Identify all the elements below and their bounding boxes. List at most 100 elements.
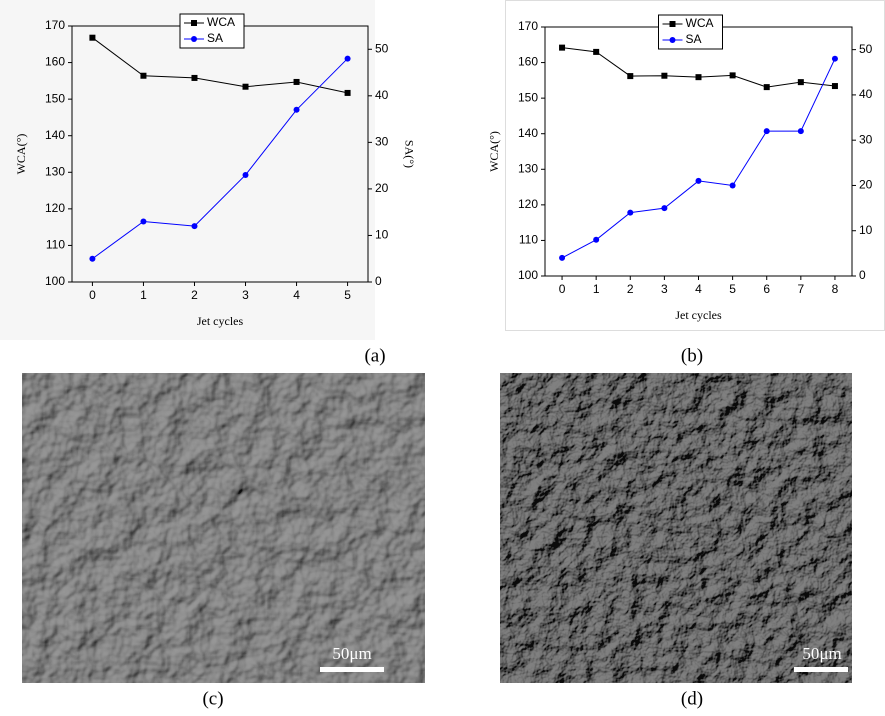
y-tick-label: 130 [518,161,538,175]
y2-tick-label: 0 [375,274,382,288]
marker [831,83,838,90]
x-tick-label: 1 [593,282,600,296]
x-tick-label: 0 [559,282,566,296]
marker [695,74,702,81]
marker [293,78,300,85]
scale-bar [320,667,384,672]
x-tick-label: 2 [191,288,198,302]
scale-bar-label: 50μm [332,644,371,663]
y2-tick-label: 50 [375,41,389,55]
y-tick-label: 120 [45,201,65,215]
legend-label: WCA [207,15,235,29]
x-tick-label: 4 [695,282,702,296]
y-tick-label: 150 [518,90,538,104]
y-tick-label: 170 [518,19,538,33]
x-tick-label: 2 [627,282,634,296]
y2-tick-label: 40 [375,88,389,102]
marker [140,72,147,79]
marker [729,182,736,189]
x-tick-label: 5 [344,288,351,302]
marker [627,209,634,216]
y2-tick-label: 10 [859,223,873,237]
legend-marker [669,37,676,43]
legend-marker [191,36,197,42]
x-tick-label: 4 [293,288,300,302]
sem-image [22,373,425,683]
y2-tick-label: 0 [859,268,866,282]
marker [661,205,668,212]
marker [729,72,736,79]
x-tick-label: 7 [797,282,804,296]
panel-label: (b) [681,345,703,366]
marker [344,89,351,96]
marker [797,128,804,135]
y-tick-label: 110 [46,238,65,252]
marker [242,83,249,90]
y-axis-label: WCA(°) [487,131,501,172]
marker [191,223,198,230]
x-tick-label: 8 [832,282,839,296]
marker [627,73,634,80]
marker [593,236,600,243]
y2-tick-label: 10 [375,228,389,242]
marker [763,84,770,91]
y-tick-label: 160 [518,55,538,69]
y2-tick-label: 30 [375,135,389,149]
marker [831,55,838,62]
legend-box [179,13,245,49]
sem-image [500,373,852,683]
panel-label: (d) [681,688,703,709]
panel-label: (a) [364,345,385,366]
marker [797,79,804,86]
x-axis-label: Jet cycles [675,308,722,322]
marker [763,128,770,135]
legend-label: WCA [686,16,714,30]
series-line [92,37,348,94]
marker [191,74,198,81]
y-tick-label: 100 [518,268,538,282]
panel-label: (c) [202,688,223,709]
y-tick-label: 120 [518,197,538,211]
panel-background [0,0,375,340]
x-tick-label: 3 [661,282,668,296]
marker [559,254,566,261]
marker [593,48,600,55]
y-tick-label: 110 [519,233,538,247]
y2-tick-label: 50 [859,42,873,56]
marker [695,177,702,184]
x-tick-label: 1 [140,288,147,302]
x-tick-label: 0 [89,288,96,302]
y2-tick-label: 40 [859,87,873,101]
marker [293,106,300,113]
y-tick-label: 160 [45,55,65,69]
legend-box [658,14,723,50]
y2-tick-label: 30 [859,132,873,146]
scale-bar [794,667,848,672]
x-axis-label: Jet cycles [197,314,244,328]
marker [140,218,147,225]
marker [661,72,668,79]
marker [89,34,96,41]
legend-label: SA [207,31,223,45]
legend-marker [191,20,197,26]
y-tick-label: 130 [45,164,65,178]
sem-shade [500,373,852,683]
marker [559,44,566,51]
y-axis-label: WCA(°) [14,134,28,175]
x-tick-label: 5 [729,282,736,296]
y-tick-label: 150 [45,91,65,105]
x-tick-label: 6 [763,282,770,296]
y-tick-label: 140 [45,128,65,142]
series-line [92,58,348,260]
y-tick-label: 140 [518,126,538,140]
marker [242,171,249,178]
legend-label: SA [686,32,702,46]
marker [89,255,96,262]
sem-shade [22,373,425,683]
x-tick-label: 3 [242,288,249,302]
scale-bar-label: 50μm [802,644,841,663]
legend-marker [669,21,676,27]
y-tick-label: 100 [45,274,65,288]
